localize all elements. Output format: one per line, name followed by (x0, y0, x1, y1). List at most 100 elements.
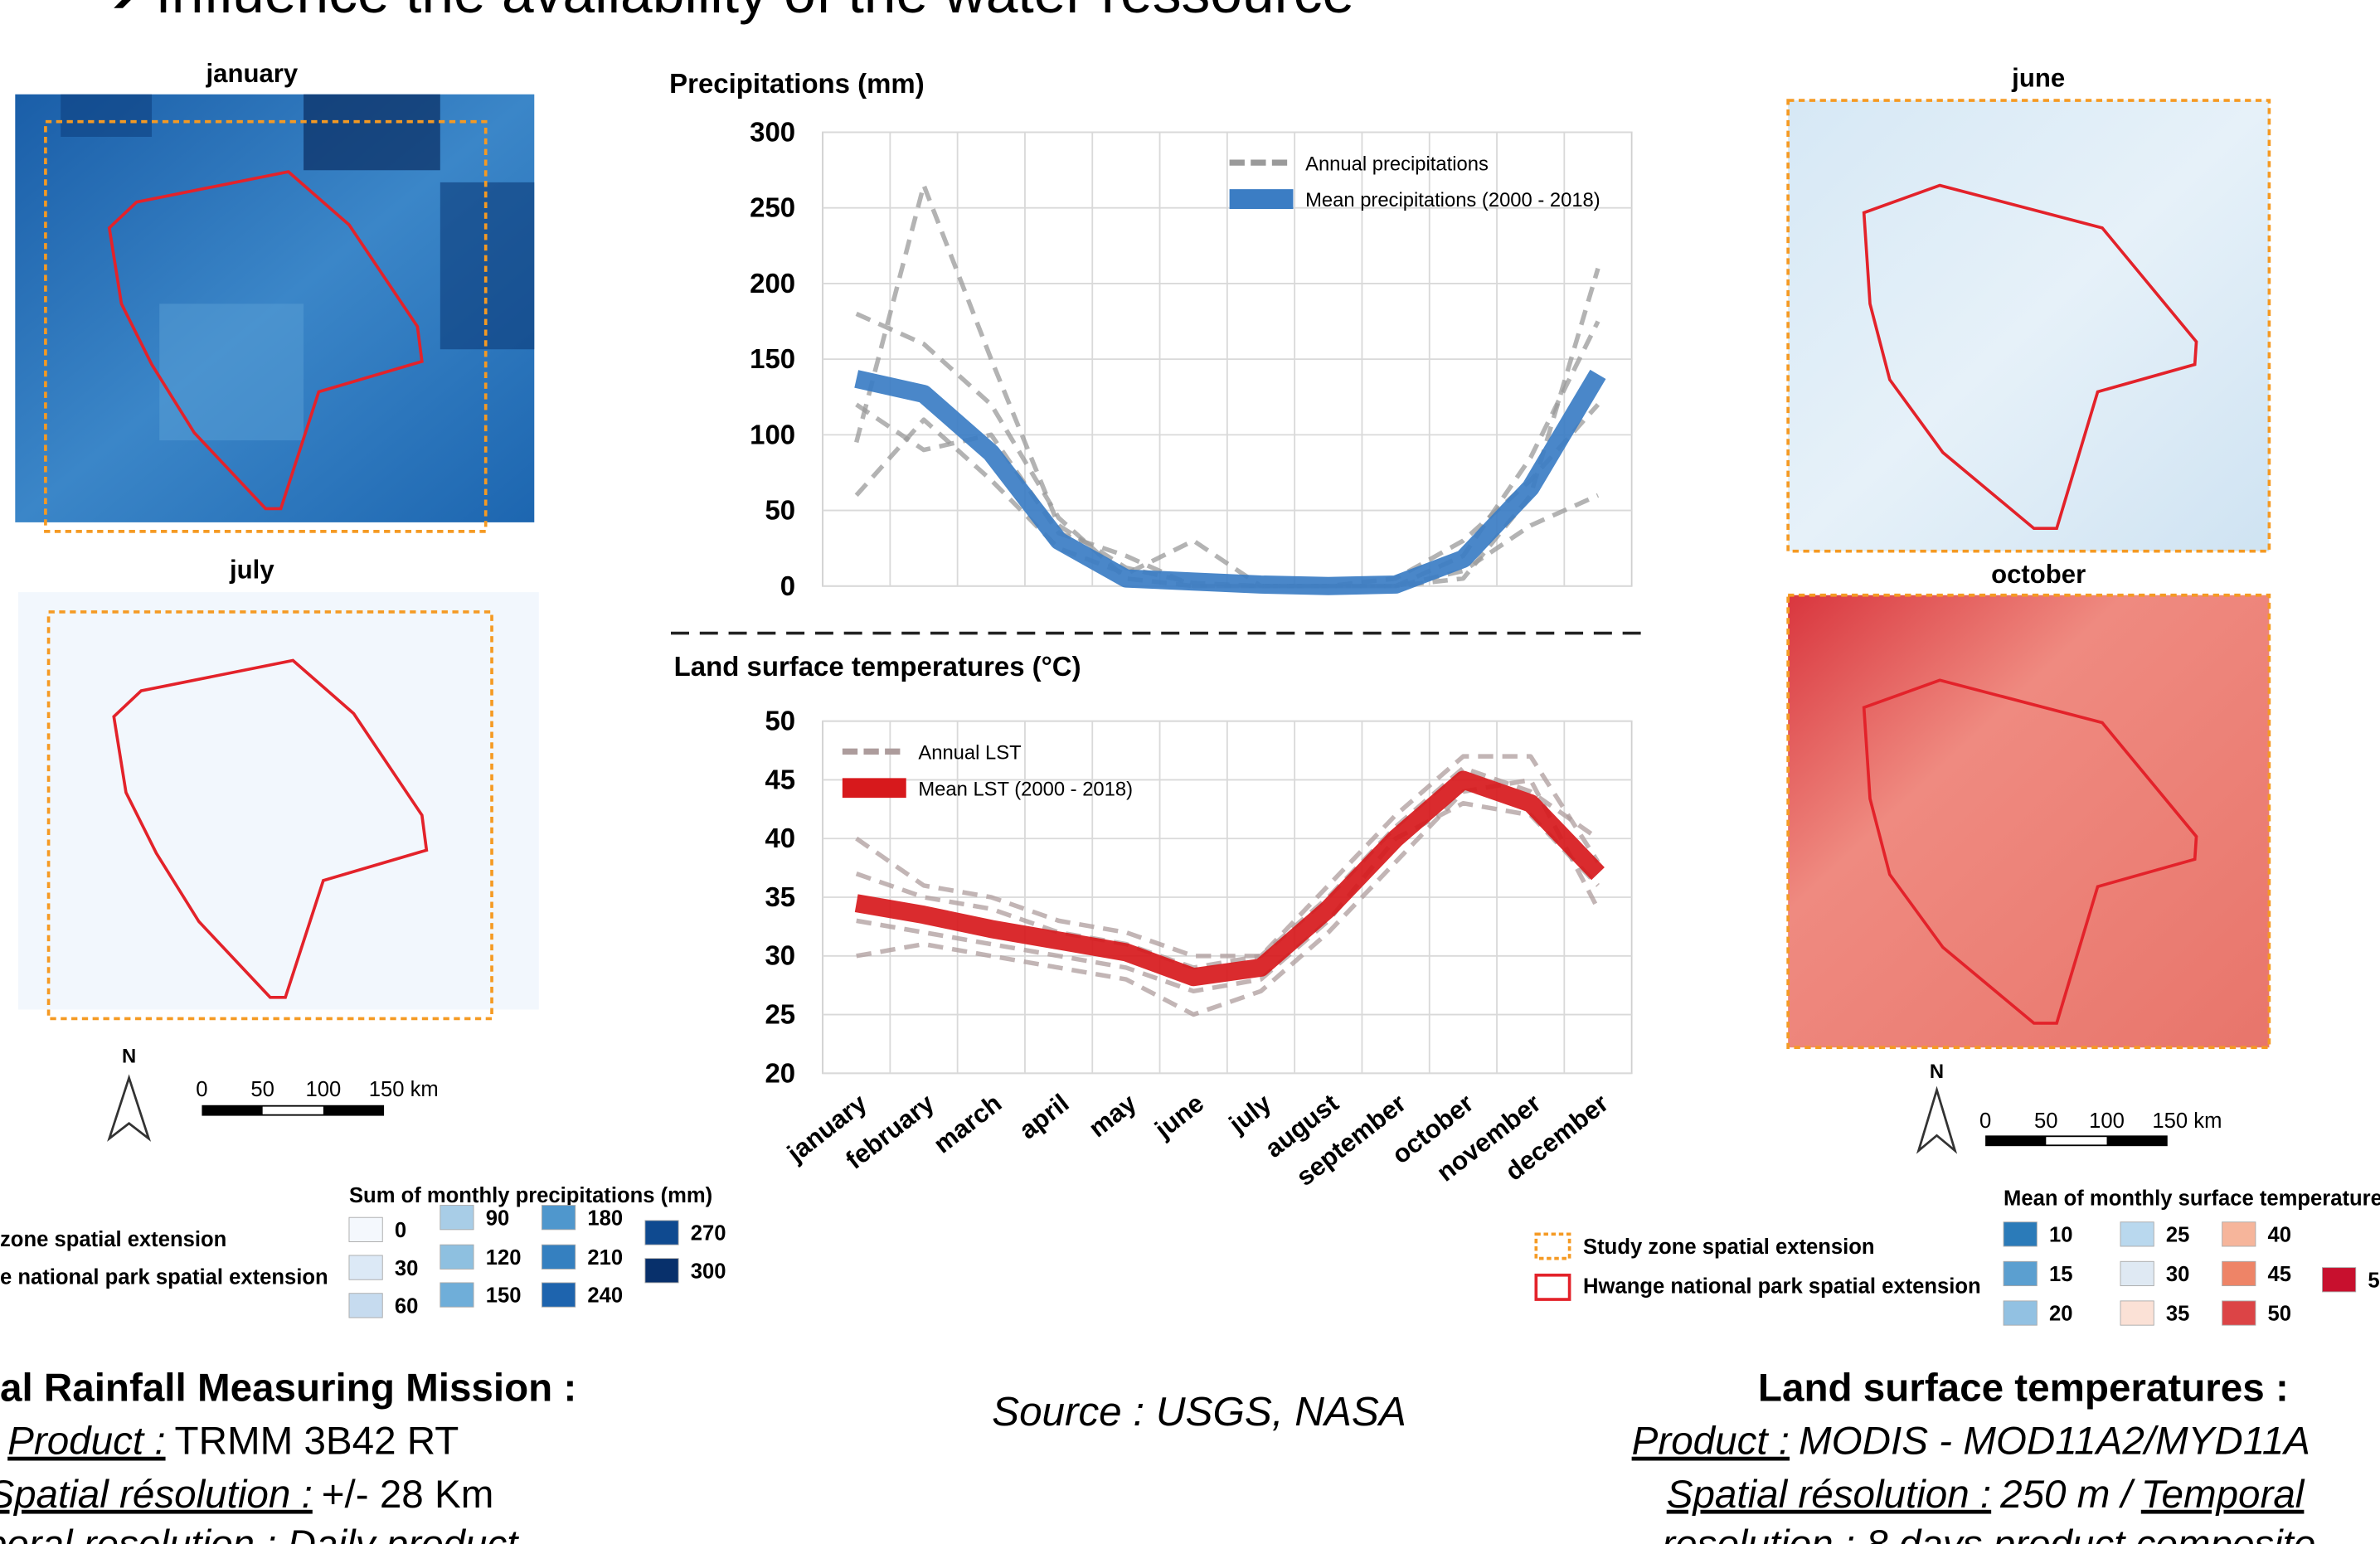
legend-swatch (2120, 1300, 2154, 1326)
legend-swatch (440, 1205, 474, 1231)
map-october (1786, 593, 2271, 1050)
scale-bar (262, 1106, 323, 1114)
legend-label: Mean precipitations (2000 - 2018) (1305, 189, 1600, 211)
scale-tick: 0 (196, 1078, 207, 1101)
legend-value: 240 (587, 1284, 623, 1308)
legend-value: 120 (486, 1246, 522, 1270)
y-tick-label: 150 (750, 343, 795, 374)
y-tick-label: 45 (765, 764, 795, 794)
value: TRMM 3B42 RT (175, 1420, 459, 1464)
legend-value: 30 (2166, 1263, 2190, 1286)
y-tick-label: 0 (780, 571, 795, 601)
north-arrow (1916, 1085, 1958, 1154)
text-line: Product : TRMM 3B42 RT (7, 1420, 459, 1464)
map-cell (304, 94, 440, 171)
legend-value: 10 (2049, 1223, 2073, 1246)
legend-value: 5 (2368, 1269, 2379, 1292)
legend-swatch (2120, 1221, 2154, 1247)
chart-title: Land surface temperatures (°C) (674, 651, 1081, 682)
scale-tick: 100 (305, 1078, 341, 1101)
legend-swatch (348, 1293, 383, 1318)
legend-swatch (541, 1205, 576, 1231)
legend-value: 40 (2268, 1223, 2292, 1246)
legend-title: Mean of monthly surface temperature (2004, 1187, 2380, 1211)
legend-value: 35 (2166, 1303, 2190, 1326)
source: Source : USGS, NASA (992, 1389, 1406, 1435)
legend-swatch (1534, 1232, 1571, 1260)
label: Spatial résolution : (0, 1473, 313, 1517)
legend-swatch (2321, 1267, 2357, 1293)
scale-tick: 100 (2089, 1109, 2125, 1133)
legend-swatch (541, 1244, 576, 1270)
north-label: N (122, 1046, 136, 1068)
legend-label: zone spatial extension (0, 1228, 226, 1251)
map-label: january (206, 59, 299, 88)
scale-bar (2046, 1137, 2107, 1145)
legend-swatch (2222, 1221, 2256, 1247)
text-line: Spatial résolution : +/- 28 Km (0, 1473, 493, 1517)
legend-label: Study zone spatial extension (1583, 1236, 1874, 1259)
legend-value: 180 (587, 1207, 623, 1230)
legend-swatch (541, 1282, 576, 1308)
scale-right: N 0 50 100 150 km (1916, 1061, 2222, 1154)
y-tick-label: 300 (750, 116, 795, 147)
x-tick-label: april (1013, 1089, 1074, 1145)
value: +/- 28 Km (322, 1473, 494, 1517)
heading: Land surface temperatures : (1758, 1367, 2289, 1410)
legend-swatch (2222, 1260, 2256, 1287)
x-tick-label: march (928, 1089, 1007, 1159)
x-tick-label: may (1083, 1088, 1142, 1143)
legend-label: Mean LST (2000 - 2018) (918, 778, 1133, 800)
legend-swatch (348, 1255, 383, 1280)
mean-line (854, 369, 1606, 595)
legend-swatch (1534, 1273, 1571, 1301)
legend-value: 60 (395, 1295, 419, 1318)
annual-line (855, 765, 1600, 970)
mean-line (854, 770, 1605, 987)
legend-title: Sum of monthly precipitations (mm) (349, 1184, 712, 1207)
y-tick-label: 25 (765, 999, 795, 1030)
heading: al Rainfall Measuring Mission : (0, 1367, 576, 1410)
legend-swatch (440, 1282, 474, 1308)
y-tick-label: 30 (765, 940, 795, 971)
map-label: october (1991, 560, 2086, 589)
legend-swatch (2003, 1300, 2038, 1326)
legend-swatch (2120, 1260, 2154, 1287)
legend-value: 150 (486, 1284, 522, 1308)
y-tick-label: 50 (765, 495, 795, 526)
map-cell (159, 303, 304, 441)
scale-tick: 150 km (2152, 1109, 2222, 1133)
value: 250 m / (1999, 1473, 2135, 1517)
legend-value: 90 (486, 1207, 510, 1230)
x-tick-label: june (1149, 1089, 1209, 1145)
legend-value: 15 (2049, 1263, 2073, 1286)
map-label: july (229, 556, 274, 585)
annual-line (856, 800, 1600, 994)
label: Product : (1632, 1420, 1790, 1464)
y-tick-label: 40 (765, 823, 795, 853)
scale-tick: 50 (2034, 1109, 2058, 1133)
map-july (17, 592, 539, 1010)
legend-value: 45 (2268, 1263, 2292, 1286)
scale-left: N 0 50 100 150 km (107, 1046, 439, 1142)
legend-swatch (440, 1244, 474, 1270)
legend-swatch (2003, 1221, 2038, 1247)
y-tick-label: 250 (750, 192, 795, 223)
legend-value: 50 (2268, 1303, 2292, 1326)
map-label: june (2011, 64, 2065, 93)
x-tick-label: july (1223, 1088, 1277, 1139)
label: Product : (7, 1420, 165, 1464)
legend-swatch (2003, 1260, 2038, 1287)
legend-label: Annual precipitations (1305, 153, 1489, 175)
legend-label: Hwange national park spatial extension (1583, 1275, 1981, 1299)
legend-swatch (2222, 1300, 2256, 1326)
text-line: Product : MODIS - MOD11A2/MYD11A (1632, 1420, 2310, 1464)
text-line: resolution : 8 days product composite (1662, 1522, 2315, 1544)
y-tick-label: 50 (765, 706, 795, 736)
y-tick-label: 20 (765, 1057, 795, 1088)
scale-tick: 0 (1979, 1109, 1991, 1133)
label: Temporal (2141, 1473, 2305, 1517)
annual-line (854, 417, 1600, 589)
north-label: N (1930, 1061, 1944, 1083)
